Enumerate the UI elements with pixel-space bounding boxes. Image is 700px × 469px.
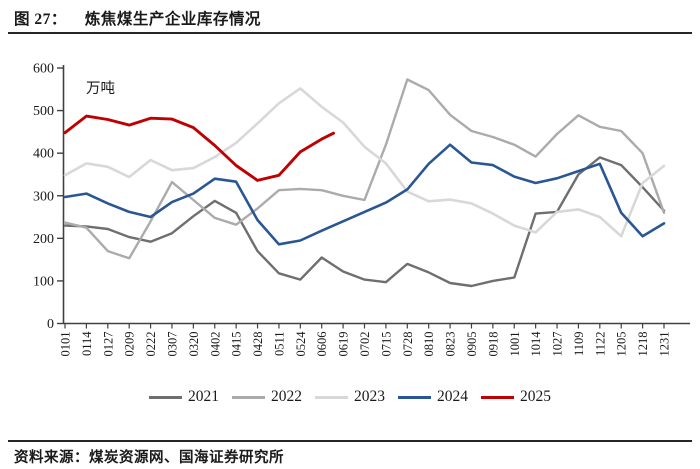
figure-title-text: 炼焦煤生产企业库存情况 [84,11,261,28]
x-tick-label: 0715 [379,332,393,357]
series-line-2024 [63,143,666,246]
legend-swatch-2024 [398,395,431,399]
x-tick-label: 0728 [401,332,415,357]
x-tick-label: 1231 [658,332,672,357]
x-tick-label: 0810 [422,332,436,357]
legend-label-2021: 2021 [188,388,219,406]
x-tick-label: 0114 [80,331,94,356]
figure-number: 图 27： [14,11,67,28]
y-tick-label: 100 [33,274,54,289]
legend-label-2024: 2024 [437,388,468,406]
y-tick-label: 200 [33,232,54,247]
figure-title: 图 27： 炼焦煤生产企业库存情况 [14,7,261,29]
x-tick-label: 0905 [465,332,479,357]
legend-item-2022: 2022 [232,389,302,405]
x-tick-label: 0606 [315,332,329,357]
source-text: 资料来源：煤炭资源网、国海证券研究所 [14,450,284,466]
x-tick-label: 1001 [508,332,522,357]
series-line-2022 [63,78,666,260]
legend-swatch-2021 [149,395,182,399]
x-tick-label: 1109 [572,332,586,357]
legend-label-2025: 2025 [520,388,551,406]
title-divider [8,32,692,34]
x-tick-label: 0101 [59,332,73,357]
y-tick-label: 300 [33,189,54,204]
x-tick-label: 1014 [529,331,543,357]
legend-item-2024: 2024 [398,389,468,405]
x-tick-label: 0209 [123,332,137,357]
x-tick-label: 0918 [486,332,500,357]
x-tick-label: 0511 [272,332,286,357]
chart-legend: 2021 2022 2023 2024 2025 [0,386,700,408]
x-tick-label: 1122 [593,332,607,357]
legend-item-2023: 2023 [315,389,385,405]
source-divider [8,440,692,442]
x-tick-label: 1205 [615,332,629,357]
series-line-2025 [63,114,335,182]
series-line-2023 [63,87,666,238]
legend-swatch-2023 [315,395,348,399]
x-tick-label: 0619 [337,332,351,357]
x-tick-label: 0428 [251,332,265,357]
x-tick-label: 0222 [144,332,158,357]
y-unit-label: 万吨 [86,80,115,97]
x-tick-label: 0524 [294,331,308,357]
x-tick-label: 0127 [101,332,115,357]
legend-label-2023: 2023 [354,388,385,406]
y-tick-label: 500 [33,104,54,119]
x-tick-label: 1027 [551,332,565,357]
y-tick-label: 0 [47,317,54,332]
y-tick-label: 400 [33,147,54,162]
legend-item-2021: 2021 [149,389,219,405]
x-tick-label: 1218 [636,332,650,357]
y-tick-label: 600 [33,62,54,77]
legend-swatch-2025 [481,395,514,399]
x-tick-label: 0702 [358,332,372,357]
line-chart: 0 100 200 300 400 500 600 万吨 0101 0114 0127 0209 022… [33,62,690,357]
x-tick-label: 0320 [187,332,201,357]
legend-item-2025: 2025 [481,389,551,405]
x-tick-label: 0307 [165,332,179,357]
legend-swatch-2022 [232,395,265,399]
series-line-2021 [63,156,666,288]
x-tick-label: 0823 [444,332,458,357]
x-tick-label: 0415 [230,332,244,357]
legend-label-2022: 2022 [271,388,302,406]
x-tick-label: 0402 [208,332,222,357]
